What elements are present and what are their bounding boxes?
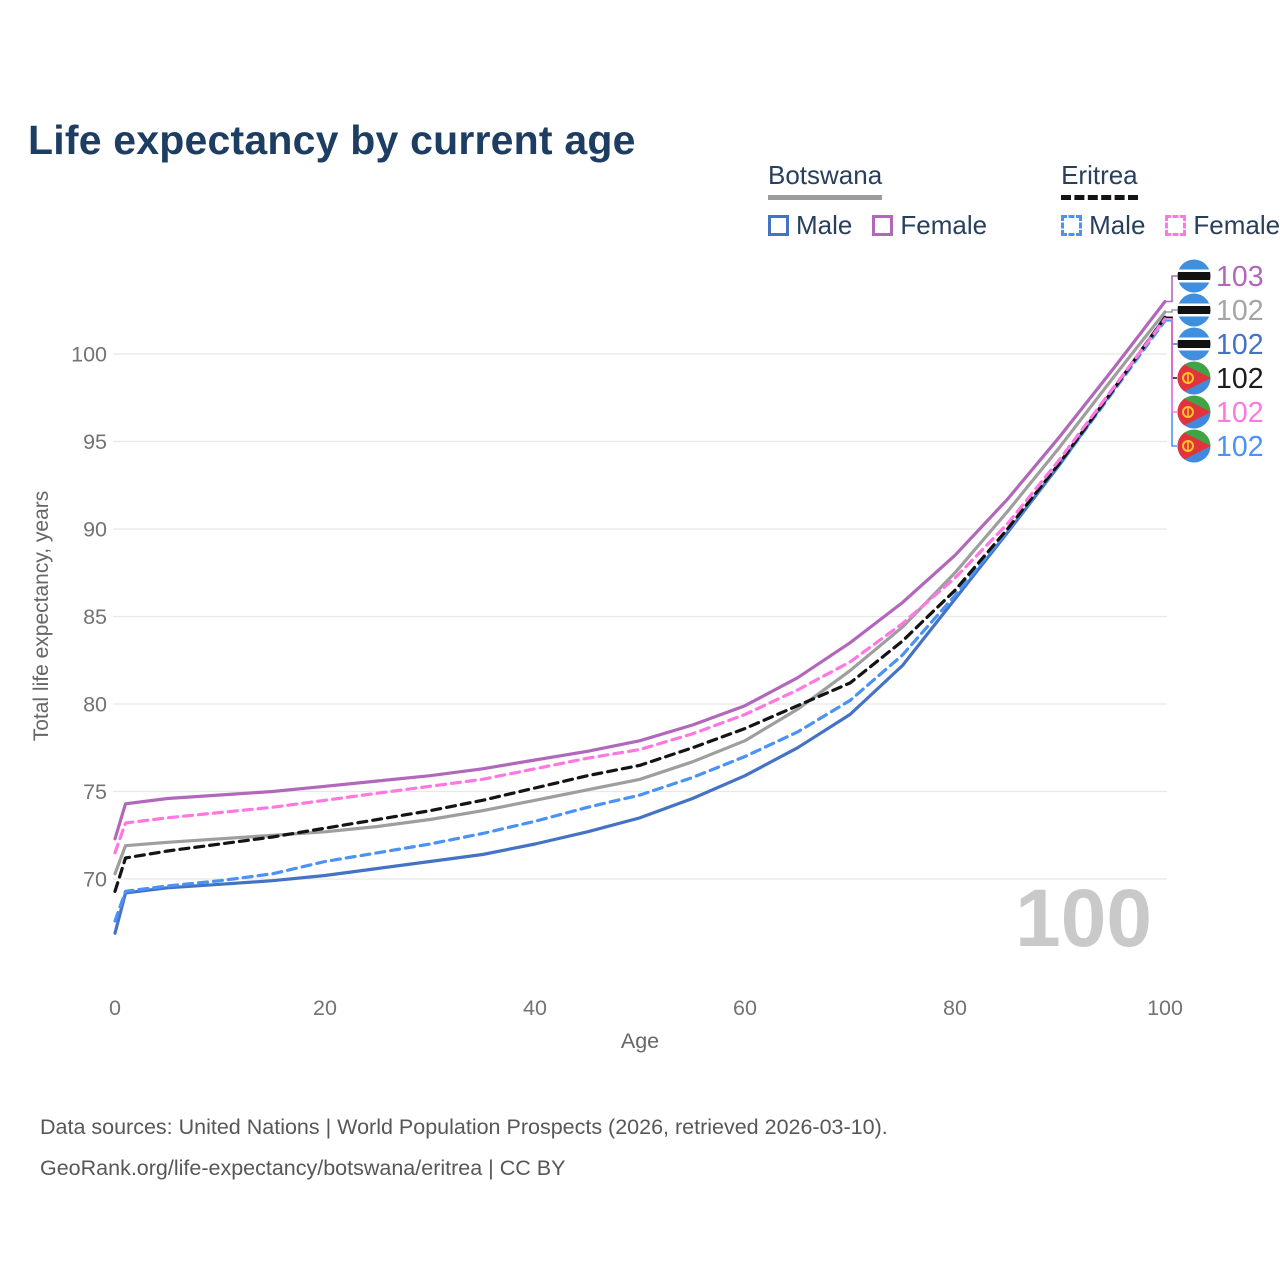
- legend-item-label: Female: [900, 210, 988, 240]
- end-value-label: 102: [1216, 329, 1264, 361]
- eritrea-flag-icon: [1177, 395, 1211, 429]
- legend-items: Male Female: [1061, 210, 1280, 241]
- y-axis-tick-labels: 70 75 80 85 90 95 100: [71, 343, 107, 892]
- leader-eritrea-female: [1166, 318, 1177, 413]
- botswana-flag-icon: [1177, 293, 1211, 327]
- legend: Botswana Male Female Eritrea Male Female: [768, 160, 1280, 241]
- series-line-botswana-both-sexes[interactable]: [113, 310, 1167, 876]
- y-tick-95: 95: [83, 430, 107, 454]
- gridlines: [113, 353, 1167, 880]
- end-value-label: 102: [1216, 397, 1264, 429]
- leader-botswana-female: [1166, 275, 1177, 303]
- x-tick-40: 40: [523, 996, 547, 1020]
- series-line-eritrea-male[interactable]: [113, 319, 1167, 923]
- footer: Data sources: United Nations | World Pop…: [40, 1107, 888, 1189]
- x-tick-20: 20: [313, 996, 337, 1020]
- legend-group-eritrea: Eritrea Male Female: [1061, 160, 1280, 241]
- legend-item-label: Female: [1193, 210, 1280, 240]
- legend-country-eritrea[interactable]: Eritrea: [1061, 160, 1138, 200]
- legend-item-label: Male: [796, 210, 853, 240]
- x-tick-80: 80: [943, 996, 967, 1020]
- legend-item-eritrea-female[interactable]: Female: [1165, 210, 1280, 241]
- solid-swatch-icon: [872, 215, 894, 236]
- y-tick-100: 100: [71, 343, 107, 367]
- legend-group-botswana: Botswana Male Female: [768, 160, 987, 241]
- citation-url: GeoRank.org/life-expectancy/botswana/eri…: [40, 1156, 566, 1180]
- x-tick-0: 0: [109, 996, 121, 1020]
- page-title: Life expectancy by current age: [28, 117, 636, 164]
- y-tick-75: 75: [83, 780, 107, 804]
- y-tick-70: 70: [83, 868, 107, 892]
- eritrea-flag-icon: [1177, 361, 1211, 395]
- dashed-swatch-icon: [1165, 215, 1187, 236]
- end-value-label: 102: [1216, 295, 1264, 327]
- endpoint-leader-lines: [1166, 275, 1177, 447]
- end-value-label: 102: [1216, 363, 1264, 395]
- x-tick-60: 60: [733, 996, 757, 1020]
- legend-item-botswana-female[interactable]: Female: [872, 210, 987, 241]
- series-line-eritrea-both-sexes[interactable]: [113, 315, 1167, 893]
- y-tick-80: 80: [83, 693, 107, 717]
- y-axis-title: Total life expectancy, years: [30, 491, 53, 742]
- end-label-row-eritrea-both-sexes[interactable]: 102: [1177, 361, 1264, 395]
- data-source-note: Data sources: United Nations | World Pop…: [40, 1115, 888, 1139]
- botswana-flag-icon: [1177, 259, 1211, 293]
- end-label-row-eritrea-male[interactable]: 102: [1177, 429, 1264, 463]
- legend-items: Male Female: [768, 210, 987, 241]
- x-tick-100: 100: [1147, 996, 1183, 1020]
- series-line-botswana-male[interactable]: [113, 315, 1167, 935]
- end-label-row-eritrea-female[interactable]: 102: [1177, 395, 1264, 429]
- legend-country-botswana[interactable]: Botswana: [768, 160, 883, 200]
- legend-item-eritrea-male[interactable]: Male: [1061, 210, 1145, 241]
- solid-swatch-icon: [768, 215, 789, 236]
- end-label-row-botswana-male[interactable]: 102: [1177, 327, 1264, 361]
- leader-botswana-both-sexes: [1166, 309, 1177, 313]
- end-value-label: 102: [1216, 431, 1264, 463]
- series-line-eritrea-female[interactable]: [113, 317, 1167, 855]
- age-counter-watermark: 100: [1015, 873, 1152, 964]
- x-axis-title: Age: [621, 1029, 659, 1053]
- y-tick-90: 90: [83, 518, 107, 542]
- x-axis-tick-labels: 0 20 40 60 80 100: [109, 996, 1183, 1020]
- botswana-flag-icon: [1177, 327, 1211, 361]
- dashed-swatch-icon: [1061, 215, 1083, 236]
- eritrea-flag-icon: [1177, 429, 1211, 463]
- end-label-row-botswana-female[interactable]: 103: [1177, 259, 1264, 293]
- legend-item-botswana-male[interactable]: Male: [768, 210, 852, 241]
- end-value-label: 103: [1216, 261, 1264, 293]
- legend-item-label: Male: [1089, 210, 1146, 240]
- series-line-botswana-female[interactable]: [113, 299, 1167, 841]
- y-tick-85: 85: [83, 605, 107, 629]
- end-label-row-botswana-both-sexes[interactable]: 102: [1177, 293, 1264, 327]
- series-lines: [113, 299, 1167, 935]
